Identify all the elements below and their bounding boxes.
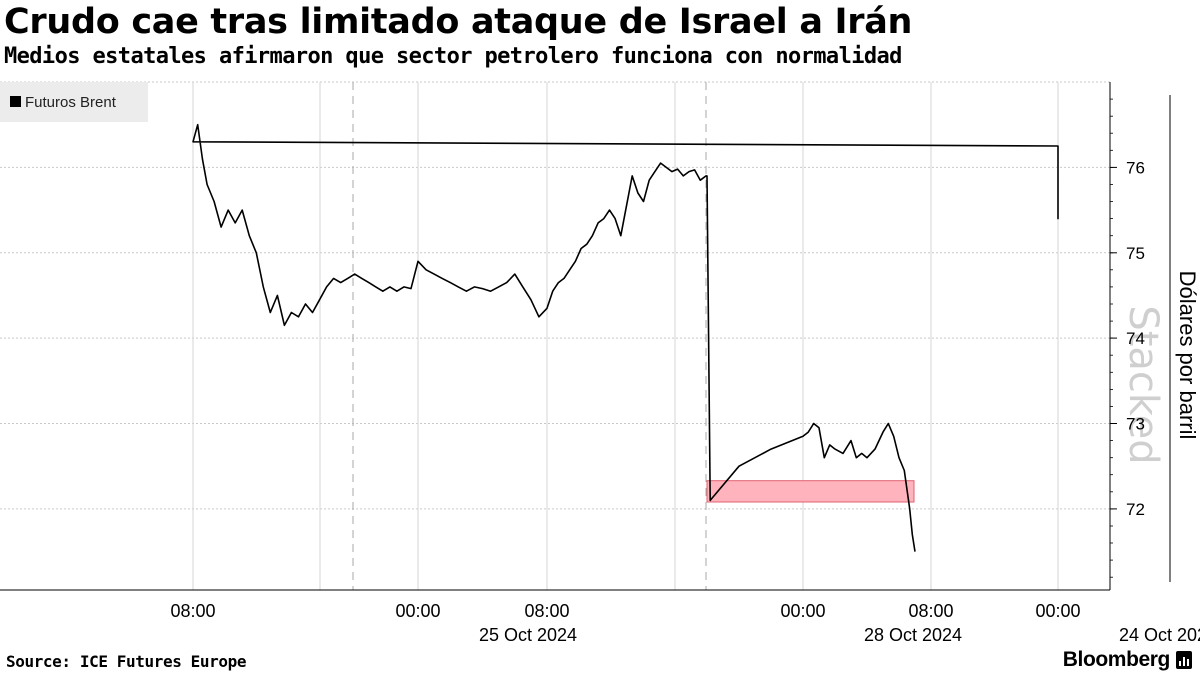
y-axis-label: Dólares por barril	[1175, 271, 1200, 440]
chart-title: Crudo cae tras limitado ataque de Israel…	[4, 2, 913, 42]
y-tick-label: 76	[1126, 158, 1145, 177]
x-date-label: 24 Oct 2024	[1119, 625, 1200, 645]
y-axis: 72 73 74 75 76	[1109, 82, 1171, 590]
chart-subtitle: Medios estatales afirmaron que sector pe…	[4, 44, 902, 69]
legend-swatch	[10, 96, 21, 107]
x-tick-label: 08:00	[908, 601, 953, 621]
source-note: Source: ICE Futures Europe	[6, 652, 247, 671]
watermark: Stacked	[1120, 305, 1166, 464]
bar-chart-icon	[1176, 651, 1192, 669]
legend-label: Futuros Brent	[25, 94, 117, 111]
y-tick-label: 74	[1126, 329, 1145, 348]
legend-background	[0, 82, 148, 122]
legend: Futuros Brent	[0, 82, 148, 122]
y-tick-label: 72	[1126, 500, 1145, 519]
brand: Bloomberg	[1063, 648, 1192, 672]
x-tick-label: 00:00	[1035, 601, 1080, 621]
highlight-band-layer	[706, 480, 915, 503]
grid	[0, 81, 1110, 590]
x-tick-label: 00:00	[780, 601, 825, 621]
series-layer	[192, 123, 1059, 552]
y-tick-label: 75	[1126, 244, 1145, 263]
x-tick-label: 00:00	[395, 601, 440, 621]
y-tick-label: 73	[1126, 415, 1145, 434]
x-axis: 00:00 24 Oct 2024 08:00 00:00 25 Oct 2024 08:…	[0, 589, 1200, 645]
highlight-band	[706, 480, 915, 503]
x-tick-label: 08:00	[524, 601, 569, 621]
series-line-brent	[192, 123, 1059, 552]
brand-name: Bloomberg	[1062, 648, 1171, 671]
x-tick-label: 08:00	[170, 601, 215, 621]
x-date-label: 25 Oct 2024	[479, 625, 577, 645]
x-date-label: 28 Oct 2024	[864, 625, 962, 645]
